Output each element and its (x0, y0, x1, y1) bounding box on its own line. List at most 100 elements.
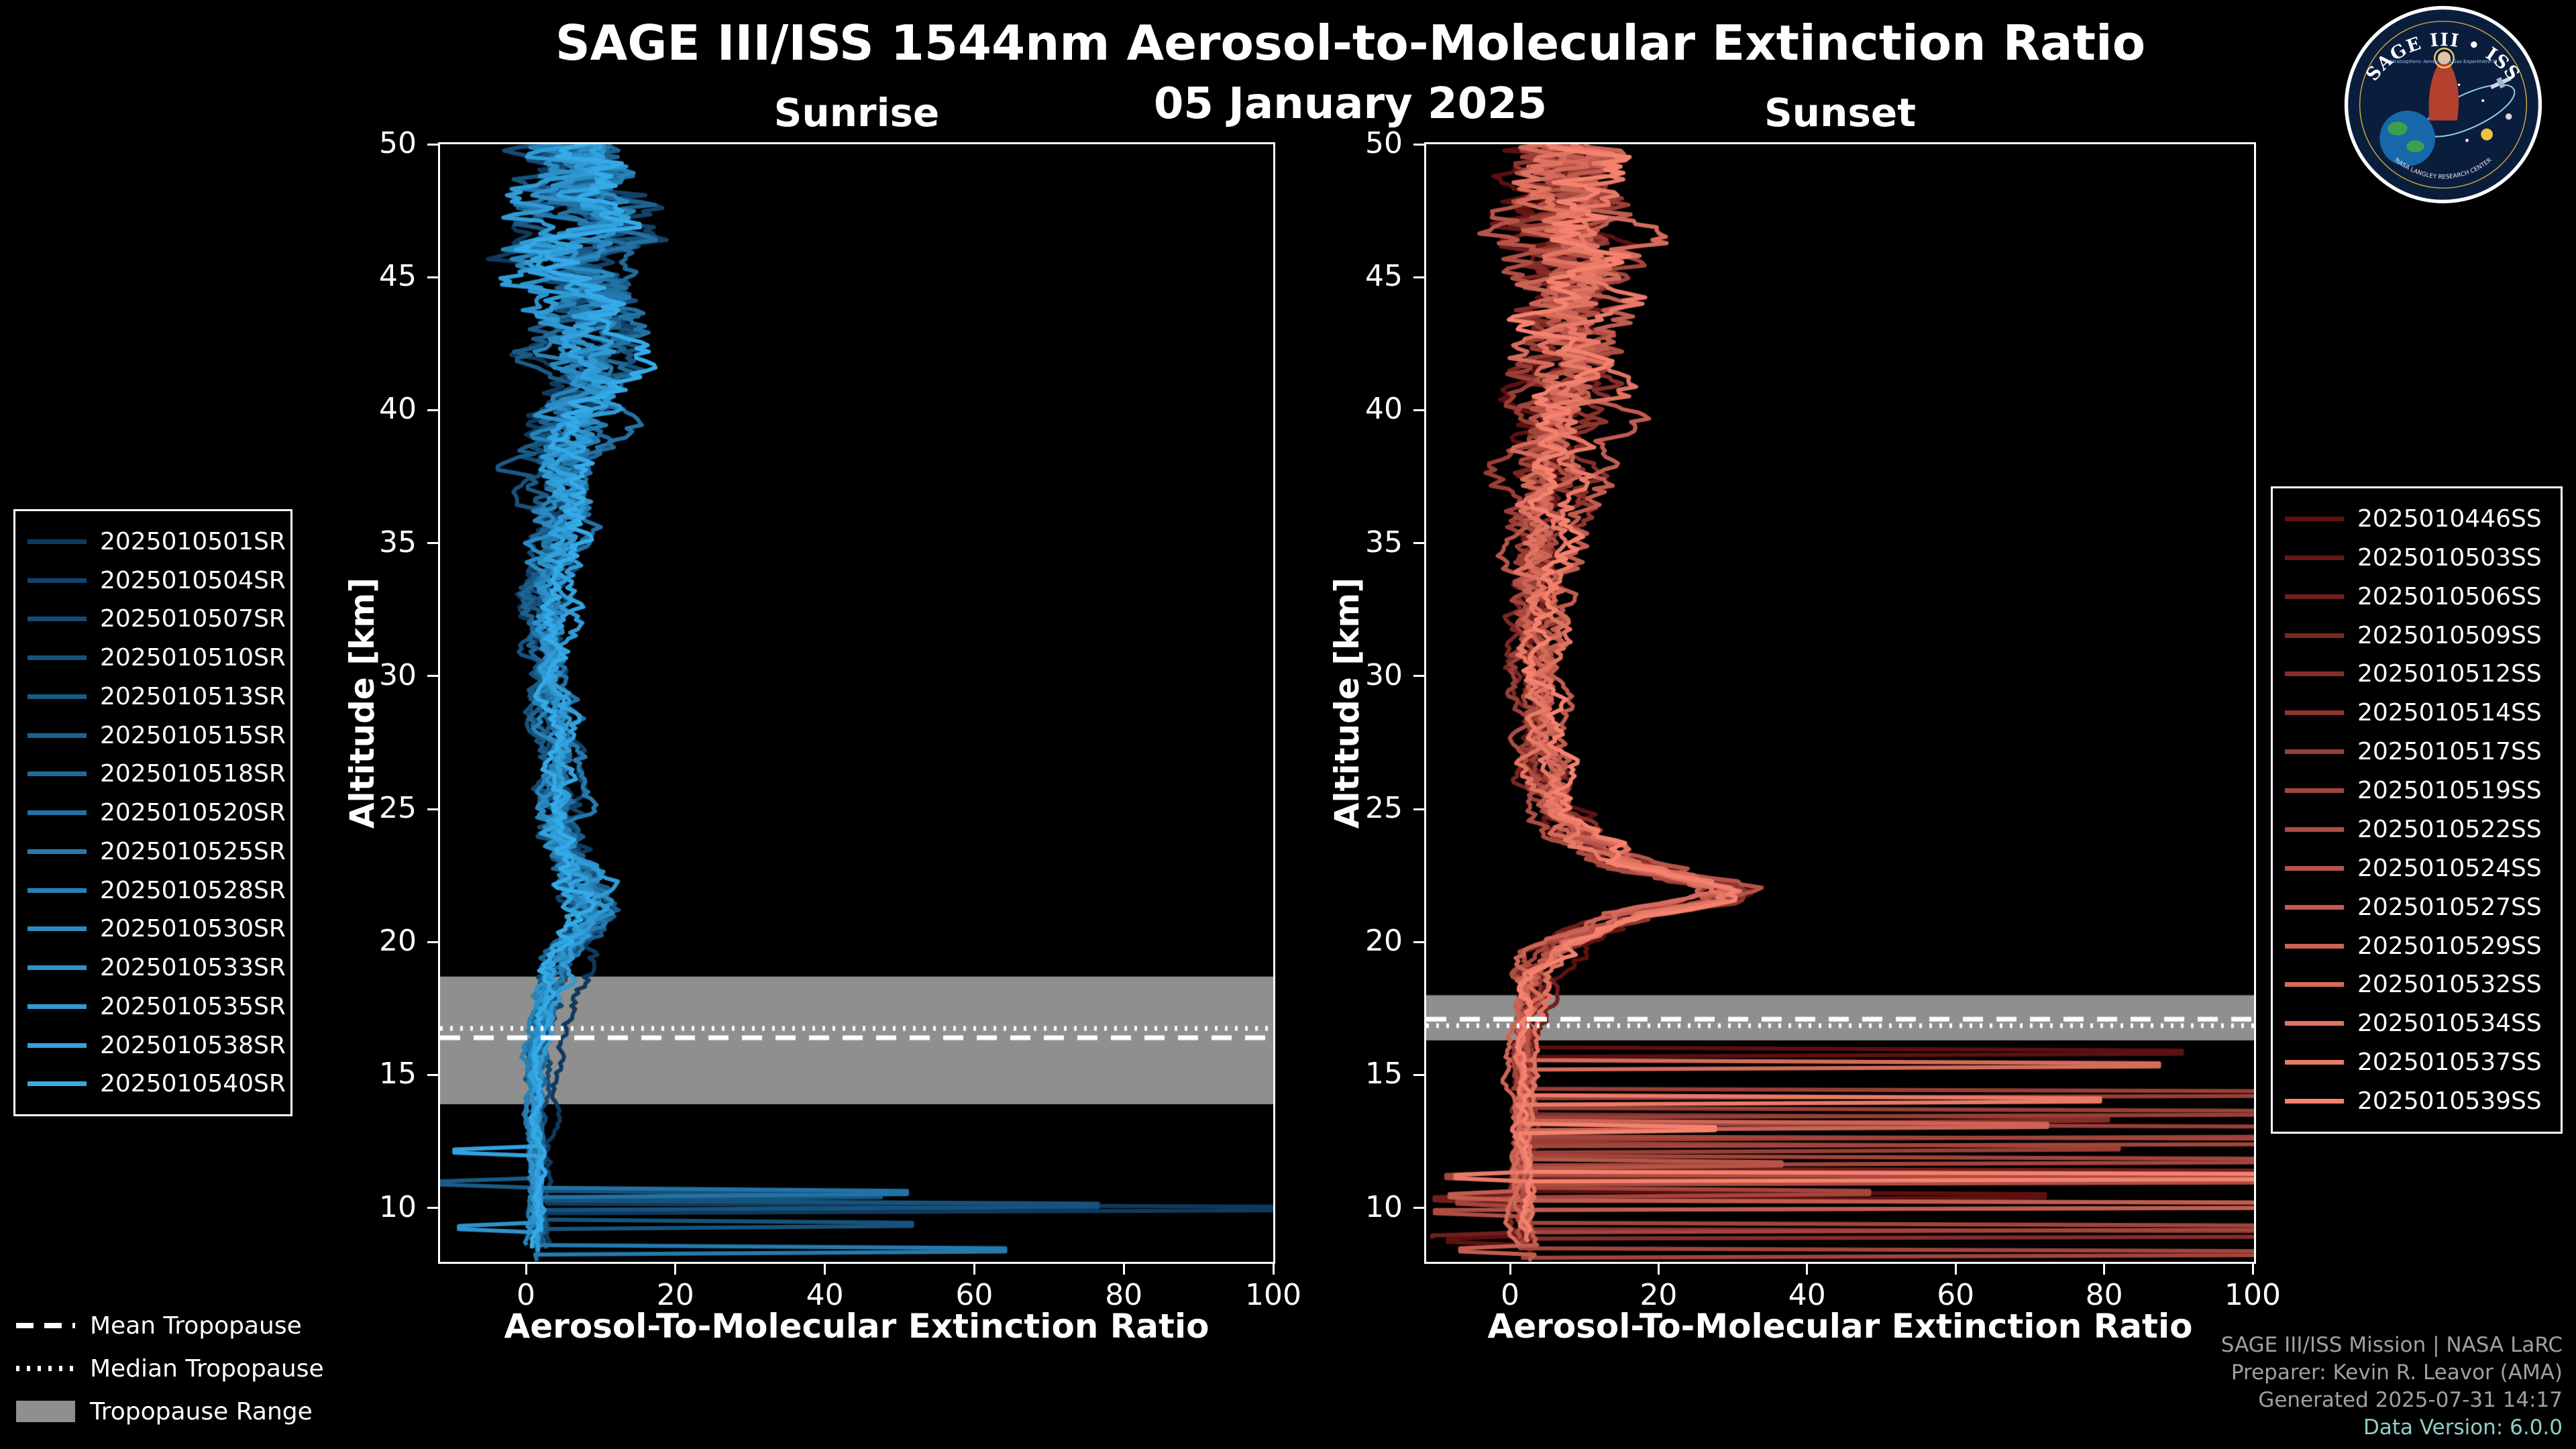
sage-iii-iss-logo: SAGE III • ISS Stratospheric Aerosol and… (2344, 5, 2542, 204)
legend-line-sample (2285, 710, 2344, 716)
legend-item-label: 2025010518SR (100, 760, 286, 788)
legend-line-sample (28, 1004, 87, 1009)
sunset-plot-canvas (1426, 144, 2254, 1262)
legend-item: 2025010515SR (15, 722, 290, 749)
gray-band-icon (16, 1401, 75, 1422)
legend-item-label: 2025010535SR (100, 992, 286, 1020)
y-tick-mark (427, 1073, 438, 1076)
panel-title-sunset: Sunset (1764, 90, 1916, 136)
credit-generated: Generated 2025-07-31 14:17 (2258, 1388, 2563, 1412)
legend-item: 2025010532SS (2273, 971, 2561, 998)
legend-line-sample (2285, 594, 2344, 599)
sunrise-legend: 2025010501SR 2025010504SR 2025010507SR 2025… (13, 509, 292, 1116)
logo-sage-figure (2428, 62, 2459, 121)
y-tick-label: 10 (379, 1189, 417, 1224)
legend-line-sample (2285, 749, 2344, 755)
y-tick-mark (1413, 1073, 1424, 1076)
legend-item: 2025010535SR (15, 993, 290, 1020)
y-tick-label: 35 (1365, 525, 1403, 559)
legend-line-sample (2285, 904, 2344, 910)
y-tick-mark (427, 542, 438, 545)
legend-item-label: 2025010540SR (100, 1070, 286, 1098)
y-tick-label: 30 (379, 657, 417, 692)
legend-item: 2025010509SS (2273, 622, 2561, 649)
y-tick-mark (1413, 542, 1424, 545)
x-tick-mark (1122, 1264, 1125, 1275)
y-tick-label: 10 (1365, 1189, 1403, 1224)
logo-iss-icon (2489, 76, 2512, 90)
x-tick-label: 40 (1788, 1278, 1826, 1312)
y-tick-mark (427, 409, 438, 411)
legend-item: 2025010501SR (15, 528, 290, 555)
sunrise-plot-canvas (440, 144, 1273, 1262)
y-tick-label: 50 (379, 126, 417, 160)
tropopause-range-label: Tropopause Range (90, 1397, 313, 1426)
x-tick-label: 20 (656, 1278, 694, 1312)
legend-line-sample (28, 616, 87, 622)
x-tick-label: 100 (2224, 1278, 2281, 1312)
x-tick-label: 20 (1640, 1278, 1678, 1312)
credit-preparer: Preparer: Kevin R. Leavor (AMA) (2231, 1360, 2563, 1385)
legend-item-label: 2025010534SS (2357, 1010, 2542, 1038)
legend-item-label: 2025010512SS (2357, 660, 2542, 688)
logo-earth-icon (2379, 110, 2436, 166)
legend-line-sample (2285, 943, 2344, 949)
tropopause-range-legend-item: Tropopause Range (16, 1395, 324, 1428)
x-tick-mark (1509, 1264, 1511, 1275)
legend-item-label: 2025010530SR (100, 915, 286, 943)
y-tick-mark (427, 941, 438, 943)
y-tick-mark (1413, 675, 1424, 678)
sunset-plot-frame (1424, 142, 2256, 1264)
legend-line-sample (28, 926, 87, 932)
legend-item-label: 2025010522SS (2357, 815, 2542, 843)
x-tick-mark (824, 1264, 826, 1275)
y-tick-label: 15 (1365, 1057, 1403, 1091)
y-tick-label: 35 (379, 525, 417, 559)
legend-item: 2025010533SR (15, 954, 290, 981)
legend-item-label: 2025010507SR (100, 605, 286, 633)
legend-item-label: 2025010527SS (2357, 893, 2542, 921)
legend-item: 2025010540SR (15, 1070, 290, 1097)
y-tick-label: 40 (379, 392, 417, 427)
x-tick-label: 60 (955, 1278, 994, 1312)
legend-item-label: 2025010514SS (2357, 699, 2542, 727)
legend-item-label: 2025010517SS (2357, 738, 2542, 766)
legend-line-sample (2285, 865, 2344, 871)
legend-item-label: 2025010529SS (2357, 932, 2542, 960)
legend-item: 2025010507SR (15, 605, 290, 633)
logo-star (2465, 138, 2469, 142)
panel-title-sunrise: Sunrise (773, 90, 940, 136)
median-tropopause-legend-item: Median Tropopause (16, 1352, 324, 1385)
legend-item-label: 2025010537SS (2357, 1049, 2542, 1077)
dashed-line-icon (16, 1323, 75, 1328)
legend-line-sample (28, 849, 87, 854)
legend-item: 2025010504SR (15, 567, 290, 594)
legend-item: 2025010522SS (2273, 816, 2561, 843)
y-tick-mark (1413, 409, 1424, 411)
legend-item: 2025010528SR (15, 877, 290, 904)
legend-item-label: 2025010506SS (2357, 582, 2542, 610)
logo-earth-continent (2387, 121, 2408, 136)
y-tick-label: 45 (1365, 259, 1403, 294)
legend-item: 2025010520SR (15, 799, 290, 826)
legend-line-sample (28, 771, 87, 777)
logo-star (2481, 99, 2485, 103)
logo-earth-continent (2406, 140, 2424, 153)
legend-item-label: 2025010525SR (100, 837, 286, 865)
figure-title: SAGE III/ISS 1544nm Aerosol-to-Molecular… (555, 15, 2146, 71)
y-tick-mark (427, 276, 438, 278)
x-tick-mark (674, 1264, 677, 1275)
y-tick-mark (1413, 941, 1424, 943)
legend-item-label: 2025010503SS (2357, 543, 2542, 572)
sunrise-x-axis-label: Aerosol-To-Molecular Extinction Ratio (504, 1307, 1210, 1346)
legend-line-sample (2285, 555, 2344, 560)
legend-item-label: 2025010515SR (100, 721, 286, 749)
legend-line-sample (28, 578, 87, 583)
legend-line-sample (2285, 982, 2344, 987)
x-tick-mark (973, 1264, 975, 1275)
mean-tropopause-label: Mean Tropopause (90, 1311, 302, 1340)
legend-line-sample (2285, 516, 2344, 521)
legend-item: 2025010530SR (15, 915, 290, 943)
legend-item-label: 2025010519SS (2357, 777, 2542, 804)
legend-line-sample (2285, 1060, 2344, 1065)
